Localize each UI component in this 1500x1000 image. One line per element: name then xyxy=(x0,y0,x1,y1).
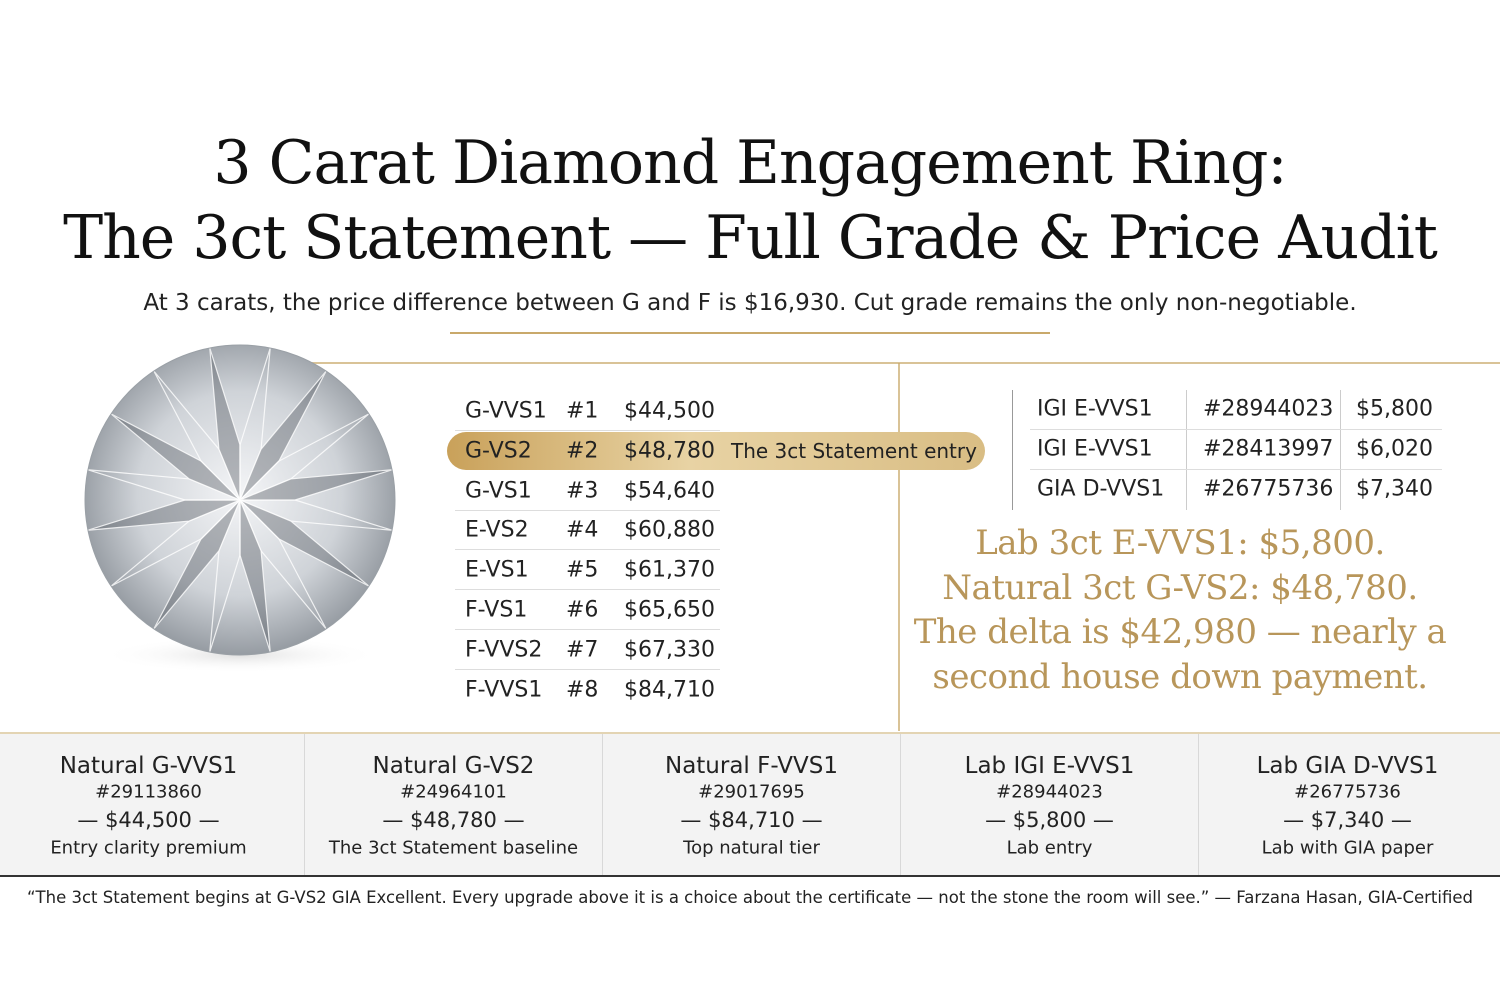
card-divider xyxy=(900,734,901,876)
lab-cell: #26775736 xyxy=(1203,476,1334,502)
diamond-image xyxy=(84,344,396,673)
card: Natural G-VS2 #24964101 — $48,780 — The 3ct… xyxy=(305,734,602,876)
card-id: #24964101 xyxy=(400,781,507,803)
card-price: — $44,500 — xyxy=(77,808,220,832)
divider xyxy=(300,362,1500,364)
row-line xyxy=(455,509,720,511)
card-note: The 3ct Statement baseline xyxy=(328,837,579,859)
grade-cell: E-VS1 xyxy=(465,557,529,583)
title-line: 3 Carat Diamond Engagement Ring: xyxy=(213,128,1287,198)
quote: “The 3ct Statement begins at G-VS2 GIA E… xyxy=(26,888,1473,907)
card-name: Lab GIA D-VVS1 xyxy=(1256,753,1439,779)
grade-cell: $65,650 xyxy=(624,597,715,623)
card-note: Lab with GIA paper xyxy=(1261,837,1434,859)
lab-cell: GIA D-VVS1 xyxy=(1037,476,1165,502)
card-price: — $48,780 — xyxy=(382,808,525,832)
grade-cell: E-VS2 xyxy=(465,517,529,543)
divider xyxy=(450,332,1050,334)
card-id: #26775736 xyxy=(1294,781,1401,803)
callout-line: Lab 3ct E-VVS1: $5,800. xyxy=(975,523,1385,563)
title-line: The 3ct Statement — Full Grade & Price A… xyxy=(63,203,1438,273)
lab-cell: IGI E-VVS1 xyxy=(1037,436,1153,462)
card: Natural F-VVS1 #29017695 — $84,710 — Top na… xyxy=(603,734,900,876)
callout-line: second house down payment. xyxy=(932,657,1428,698)
lab-cell: #28944023 xyxy=(1203,396,1334,422)
grade-cell: F-VVS1 xyxy=(465,677,543,703)
divider xyxy=(0,875,1500,877)
card-id: #29113860 xyxy=(95,781,202,803)
callout-line: Natural 3ct G-VS2: $48,780. xyxy=(942,567,1418,608)
grade-cell: $60,880 xyxy=(624,517,715,543)
lab-cell: $6,020 xyxy=(1356,436,1433,462)
table-border xyxy=(1012,390,1013,510)
lab-cell: IGI E-VVS1 xyxy=(1037,396,1153,422)
grade-cell: #5 xyxy=(566,557,599,583)
row-line xyxy=(455,430,720,431)
grade-cell: $67,330 xyxy=(624,637,715,663)
grade-cell: G-VS1 xyxy=(465,478,532,504)
row-line xyxy=(455,589,720,591)
card-id: #28944023 xyxy=(996,781,1103,803)
row-line xyxy=(1030,469,1442,470)
card-price: — $84,710 — xyxy=(680,808,823,832)
card-note: Lab entry xyxy=(1006,837,1093,859)
row-line xyxy=(455,549,720,551)
card: Natural G-VVS1 #29113860 — $44,500 — Entry … xyxy=(0,734,297,876)
card-name: Lab IGI E-VVS1 xyxy=(964,753,1135,779)
callout-line: The delta is $42,980 — nearly a xyxy=(913,612,1447,653)
grade-cell: #4 xyxy=(566,517,599,543)
card-name: Natural G-VS2 xyxy=(372,753,535,779)
row-line xyxy=(455,629,720,630)
lab-cell: $5,800 xyxy=(1356,396,1433,422)
card-note: Top natural tier xyxy=(683,837,820,859)
row-line xyxy=(1030,429,1442,430)
grade-cell: G-VVS1 xyxy=(465,398,547,424)
grade-cell: $84,710 xyxy=(624,677,715,703)
grade-cell: $61,370 xyxy=(624,557,715,583)
grade-cell: G-VS2 xyxy=(465,438,532,464)
grade-cell: The 3ct Statement entry xyxy=(731,438,977,463)
grade-cell: #2 xyxy=(566,438,599,464)
card: Lab IGI E-VVS1 #28944023 — $5,800 — Lab ent… xyxy=(901,734,1198,876)
row-line xyxy=(455,668,720,670)
card-id: #29017695 xyxy=(698,781,805,803)
grade-cell: #8 xyxy=(566,677,599,703)
card-divider xyxy=(304,734,305,876)
col-line xyxy=(1186,390,1187,510)
card-price: — $7,340 — xyxy=(1283,808,1412,832)
lab-cell: #28413997 xyxy=(1203,436,1334,462)
card-name: Natural G-VVS1 xyxy=(59,753,238,779)
subtitle: At 3 carats, the price difference betwee… xyxy=(143,290,1357,316)
card-price: — $5,800 — xyxy=(985,808,1114,832)
card-divider xyxy=(1198,734,1199,876)
card-name: Natural F-VVS1 xyxy=(664,753,839,779)
grade-cell: $54,640 xyxy=(624,478,715,504)
grade-cell: #7 xyxy=(566,637,599,663)
grade-cell: #6 xyxy=(566,597,599,623)
divider xyxy=(898,363,900,731)
grade-cell: F-VS1 xyxy=(465,597,528,623)
grade-cell: $44,500 xyxy=(624,398,715,424)
facet xyxy=(239,469,393,501)
grade-cell: F-VVS2 xyxy=(465,637,543,663)
card: Lab GIA D-VVS1 #26775736 — $7,340 — Lab wit… xyxy=(1199,734,1496,876)
col-line xyxy=(1340,390,1341,510)
highlight-row xyxy=(447,431,985,470)
card-note: Entry clarity premium xyxy=(50,837,247,859)
grade-cell: #1 xyxy=(566,398,599,424)
card-divider xyxy=(602,734,603,876)
grade-cell: $48,780 xyxy=(624,438,715,464)
lab-cell: $7,340 xyxy=(1356,476,1433,502)
card-row: Natural G-VVS1 #29113860 — $44,500 — Entry … xyxy=(0,732,1500,876)
grade-cell: #3 xyxy=(566,478,599,504)
